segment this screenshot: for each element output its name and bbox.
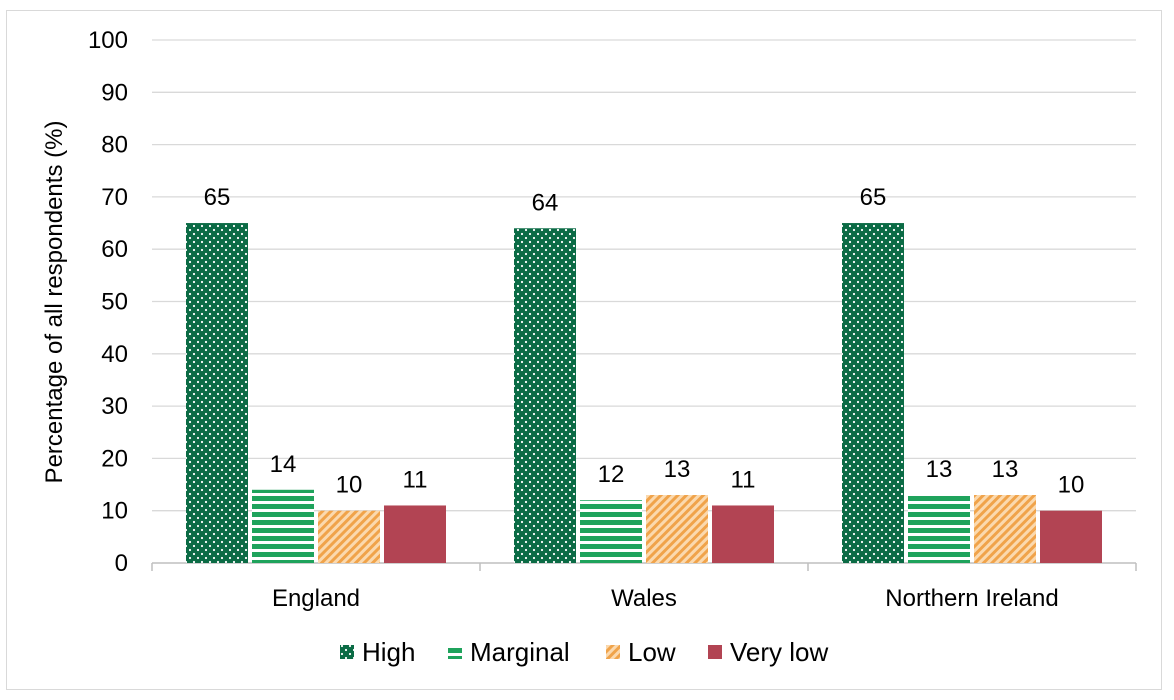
y-tick-label: 90 xyxy=(101,79,128,106)
bar-marginal xyxy=(580,500,642,563)
y-axis-title: Percentage of all respondents (%) xyxy=(41,121,68,484)
data-label: 14 xyxy=(270,451,297,478)
legend-swatch xyxy=(448,645,462,659)
bar-high xyxy=(842,223,904,564)
data-label: 11 xyxy=(731,466,756,493)
data-label: 13 xyxy=(926,456,953,483)
axes: 0 10 20 30 40 50 60 70 80 90 100 England Wales Northe… xyxy=(88,27,1137,612)
legend-swatch xyxy=(708,645,722,659)
x-category-label: Northern Ireland xyxy=(885,585,1058,612)
bar-low xyxy=(318,510,380,563)
legend-swatch xyxy=(606,645,620,659)
data-label: 65 xyxy=(204,184,231,211)
data-label: 64 xyxy=(532,189,559,216)
bar-very-low xyxy=(712,505,774,563)
legend-label: Very low xyxy=(730,637,828,667)
gridlines xyxy=(152,39,1136,512)
legend: High Marginal Low Very low xyxy=(340,637,828,667)
bar-low xyxy=(974,495,1036,563)
bar-marginal xyxy=(908,495,970,563)
y-tick-label: 20 xyxy=(101,445,128,472)
y-tick-label: 40 xyxy=(101,341,128,368)
bar-very-low xyxy=(384,505,446,563)
data-label: 65 xyxy=(860,184,887,211)
y-tick-label: 60 xyxy=(101,236,128,263)
y-tick-label: 100 xyxy=(88,27,128,54)
legend-label: High xyxy=(362,637,415,667)
data-label: 10 xyxy=(336,472,363,499)
y-tick-label: 70 xyxy=(101,184,128,211)
x-category-label: Wales xyxy=(611,585,677,612)
legend-label: Low xyxy=(628,637,676,667)
bar-low xyxy=(646,495,708,563)
x-category-label: England xyxy=(272,585,360,612)
y-tick-label: 50 xyxy=(101,289,128,316)
y-tick-label: 30 xyxy=(101,393,128,420)
y-tick-label: 80 xyxy=(101,132,128,159)
bar-marginal xyxy=(252,489,314,563)
data-label: 13 xyxy=(992,456,1019,483)
data-label: 12 xyxy=(598,461,625,488)
legend-swatch xyxy=(340,645,354,659)
data-label: 10 xyxy=(1058,472,1085,499)
y-tick-label: 0 xyxy=(115,550,128,577)
bar-high xyxy=(186,223,248,564)
y-tick-label: 10 xyxy=(101,498,128,525)
data-labels: 65 14 10 11 64 12 13 11 65 13 13 10 xyxy=(204,184,1085,499)
data-label: 11 xyxy=(403,466,428,493)
legend-label: Marginal xyxy=(470,637,570,667)
data-label: 13 xyxy=(664,456,691,483)
bar-very-low xyxy=(1040,510,1102,563)
bar-high xyxy=(514,228,576,563)
bars xyxy=(186,223,1102,564)
